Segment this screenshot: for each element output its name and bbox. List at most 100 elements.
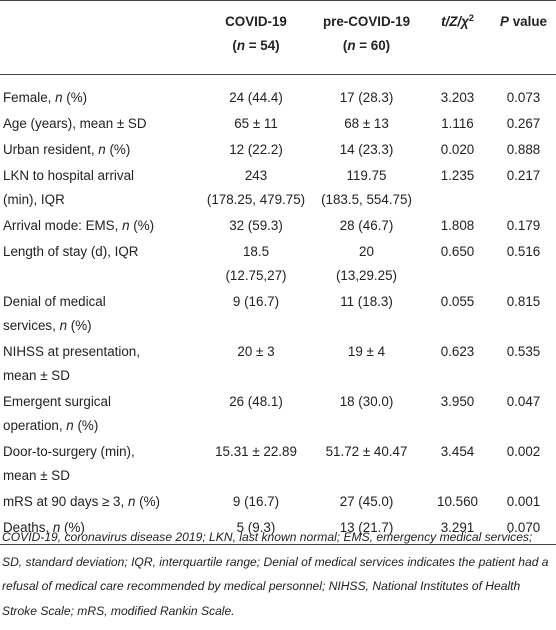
- row-label: Denial of medical services, n (%): [0, 290, 203, 340]
- row-label: NIHSS at presentation, mean ± SD: [0, 340, 203, 390]
- value-line: (12.75,27): [225, 268, 287, 283]
- value-line: (183.5, 554.75): [321, 192, 412, 207]
- header-stat-sup: 2: [468, 13, 474, 23]
- row-label: Age (years), mean ± SD: [3, 116, 147, 131]
- row-label: Urban resident, n (%): [0, 138, 203, 164]
- cell-pre: 13 (21.7): [309, 516, 424, 545]
- cell-p: 0.073: [506, 90, 541, 105]
- header-stat: t/Z/χ2: [424, 0, 491, 34]
- value-line: 243: [244, 168, 268, 183]
- table-row: Age (years), mean ± SD 65 ± 11 68 ± 13 1…: [0, 112, 556, 138]
- row-label: Door-to-surgery (min), mean ± SD: [0, 440, 203, 490]
- label-line: services, n (%): [3, 314, 203, 338]
- table-row: Emergent surgical operation, n (%) 26 (48…: [0, 390, 556, 440]
- label-text: (%): [129, 218, 155, 233]
- cell-p: 0.516: [506, 244, 541, 259]
- label-text: mRS at 90 days ≥ 3,: [3, 494, 128, 509]
- cell-covid: 24 (44.4): [229, 90, 283, 105]
- label-line: LKN to hospital arrival: [3, 168, 134, 183]
- label-n: n: [127, 494, 136, 509]
- cell-covid: 65 ± 11: [234, 116, 278, 131]
- header-pre-n: (n = 60): [309, 34, 424, 75]
- label-n: n: [55, 90, 63, 105]
- header-empty: [0, 0, 203, 34]
- label-text: (%): [105, 142, 131, 157]
- cell-pre: 17 (28.3): [339, 90, 394, 105]
- n-symbol: n: [236, 38, 246, 53]
- label-text: operation,: [3, 418, 67, 433]
- table-row: Denial of medical services, n (%) 9 (16.7…: [0, 290, 556, 340]
- header-p-rest: value: [508, 14, 547, 29]
- cell-pre: 14 (23.3): [339, 142, 394, 157]
- cell-covid: 15.31 ± 22.89: [215, 444, 297, 459]
- table-row: LKN to hospital arrival (min), IQR 243 (17…: [0, 164, 556, 214]
- row-label: mRS at 90 days ≥ 3, n (%): [0, 490, 203, 516]
- cell-stat: 3.291: [424, 516, 491, 545]
- cell-stat: 0.020: [440, 142, 475, 157]
- label-n: n: [59, 318, 68, 333]
- cell-p: 0.217: [506, 168, 541, 183]
- cell-pre: 18 (30.0): [339, 394, 394, 409]
- cell-p: 0.535: [506, 344, 541, 359]
- header-p-italic: P: [500, 14, 509, 29]
- cell-covid: 32 (59.3): [229, 218, 283, 233]
- row-label: Length of stay (d), IQR: [3, 244, 139, 259]
- label-text: Arrival mode: EMS,: [3, 218, 123, 233]
- label-line: mean ± SD: [3, 468, 70, 483]
- label-text: (%): [73, 418, 99, 433]
- cell-pre: 19 ± 4: [347, 344, 386, 359]
- cell-covid: 20 ± 3: [237, 344, 275, 359]
- value-line: (178.25, 479.75): [206, 192, 306, 207]
- n-symbol: n: [347, 38, 356, 53]
- cell-covid: 5 (9.3): [203, 516, 309, 545]
- cell-covid: 12 (22.2): [229, 142, 283, 157]
- cell-pre: 28 (46.7): [339, 218, 394, 233]
- row-label: Female, n (%): [0, 75, 203, 113]
- header-p: P value: [491, 0, 556, 34]
- label-line: Emergent surgical: [3, 394, 111, 409]
- row-label: Deaths, n (%): [0, 516, 203, 545]
- label-text: (%): [67, 318, 92, 333]
- cell-pre: 20 (13,29.25): [309, 240, 424, 290]
- cell-stat: 1.235: [440, 168, 475, 183]
- table-row: mRS at 90 days ≥ 3, n (%) 9 (16.7) 27 (4…: [0, 490, 556, 516]
- table-row: Arrival mode: EMS, n (%) 32 (59.3) 28 (4…: [0, 214, 556, 240]
- value-line: 18.5: [242, 244, 270, 259]
- table-footnote: COVID-19, coronavirus disease 2019; LKN,…: [2, 530, 549, 618]
- cell-stat: 1.808: [440, 218, 475, 233]
- cell-pre: 68 ± 13: [344, 116, 389, 131]
- label-line: Door-to-surgery (min),: [3, 444, 135, 459]
- cell-covid: 9 (16.7): [232, 494, 280, 509]
- table-row: Door-to-surgery (min), mean ± SD 15.31 ± …: [0, 440, 556, 490]
- table-row: Deaths, n (%) 5 (9.3) 13 (21.7) 3.291 0.…: [0, 516, 556, 545]
- value-line: 119.75: [346, 168, 387, 183]
- cell-p: 0.267: [506, 116, 541, 131]
- label-line: operation, n (%): [3, 414, 203, 438]
- header-row-2: (n = 54) (n = 60): [0, 34, 556, 75]
- cell-stat: 3.950: [440, 394, 475, 409]
- row-label: Emergent surgical operation, n (%): [0, 390, 203, 440]
- cell-stat: 0.623: [440, 344, 475, 359]
- label-line: mean ± SD: [3, 368, 70, 383]
- label-text: services,: [3, 318, 60, 333]
- cell-stat: 3.454: [440, 444, 475, 459]
- header-row-1: COVID-19 pre-COVID-19 t/Z/χ2 P value: [0, 0, 556, 34]
- table-row: NIHSS at presentation, mean ± SD 20 ± 3 1…: [0, 340, 556, 390]
- cell-covid: 18.5 (12.75,27): [203, 240, 309, 290]
- header-empty-2: [0, 34, 203, 75]
- header-empty-4: [491, 34, 556, 75]
- label-text: (%): [62, 90, 88, 105]
- cell-stat: 10.560: [437, 494, 478, 509]
- table-row: Female, n (%) 24 (44.4) 17 (28.3) 3.203 …: [0, 75, 556, 113]
- cell-p: 0.070: [491, 516, 556, 545]
- cell-stat: 0.650: [440, 244, 475, 259]
- label-n: n: [122, 218, 130, 233]
- label-n: n: [98, 142, 106, 157]
- header-covid-title: COVID-19: [203, 0, 309, 34]
- cell-stat: 0.055: [440, 294, 475, 309]
- cell-covid: 243 (178.25, 479.75): [203, 164, 309, 214]
- label-n: n: [66, 418, 74, 433]
- value-line: (13,29.25): [335, 268, 398, 283]
- row-label: LKN to hospital arrival (min), IQR: [0, 164, 203, 214]
